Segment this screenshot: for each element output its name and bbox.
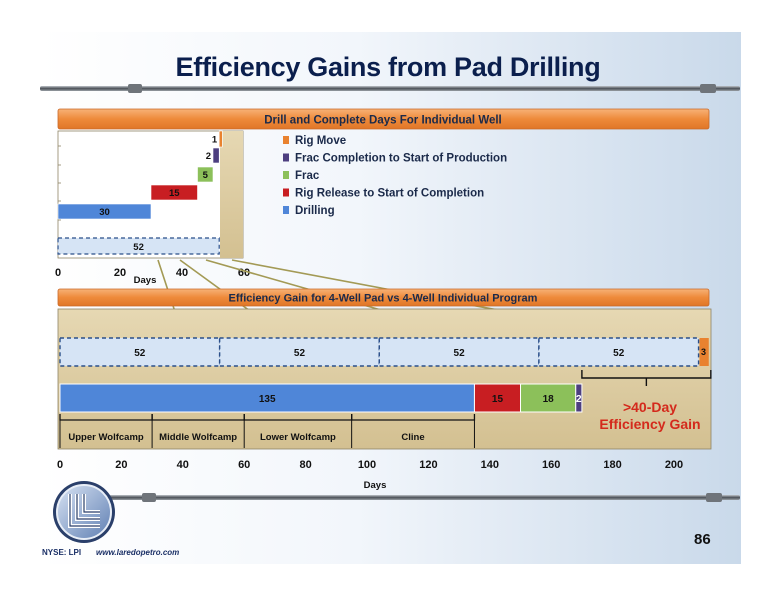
chart2-x-tick-80: 80: [299, 459, 311, 471]
legend-swatch-frac-completion-to-start-of-production: [283, 153, 289, 162]
chart2-pad-label-drilling: 135: [259, 394, 276, 405]
chart1-x-tick-20: 20: [114, 267, 126, 279]
legend-label-rig-release-to-start-of-completion: Rig Release to Start of Completion: [295, 188, 484, 200]
company-logo: [53, 481, 115, 543]
chart1-bar-drilling: [57, 203, 152, 220]
legend-swatch-rig-release-to-start-of-completion: [283, 188, 289, 197]
chart2-individual-well-4: [538, 337, 700, 367]
chart2-x-tick-0: 0: [57, 459, 63, 471]
footer-website-link[interactable]: www.laredopetro.com: [96, 548, 180, 557]
chart2-x-tick-160: 160: [542, 459, 560, 471]
chart2-pad-label-rig-release-to-start-of-completion: 15: [492, 394, 504, 405]
chart2-x-tick-100: 100: [358, 459, 376, 471]
chart2-individual-well-3: [378, 337, 540, 367]
bottom-pipe-decoration: [108, 493, 740, 502]
chart1-title-bar: [57, 108, 710, 130]
chart2-x-axis: 0 20 40 60 80 100 120 140 160 180 200: [57, 459, 683, 471]
legend-swatch-rig-move: [283, 136, 289, 144]
slide-title: Efficiency Gains from Pad Drilling: [175, 52, 601, 82]
chart1-bar-frac-completion-to-start-of-production: [212, 147, 220, 164]
chart2-individual-well-label-2: 52: [294, 348, 306, 359]
chart1-title: Drill and Complete Days For Individual W…: [264, 115, 502, 127]
chart1-bar-rig-move: [218, 130, 223, 148]
chart2-pad-label-frac-completion-to-start-of-production: 2: [576, 394, 582, 405]
chart2-individual-well-label-1: 52: [134, 348, 146, 359]
chart2-individual-program: 52 52 52 52 3: [59, 337, 709, 367]
efficiency-gain-line2: Efficiency Gain: [599, 416, 700, 432]
chart-pad-vs-individual: Efficiency Gain for 4-Well Pad vs 4-Well…: [57, 288, 712, 491]
chart2-x-tick-120: 120: [419, 459, 437, 471]
chart1-x-tick-60: 60: [238, 267, 250, 279]
top-pipe-decoration: [40, 84, 740, 93]
chart1-x-axis-label: Days: [134, 275, 157, 286]
chart1-depth-panel: [220, 131, 243, 258]
chart1-bar-label-frac-completion-to-start-of-production: 2: [206, 151, 211, 162]
chart1-total-label: 52: [133, 242, 144, 253]
chart1-bar-rig-release-to-start-of-completion: [150, 184, 198, 201]
chart2-plot-panel: [57, 308, 712, 450]
efficiency-gain-line1: >40-Day: [623, 399, 677, 415]
chart2-individual-well-1: [59, 337, 221, 367]
chart2-pad-bar-rig-release-to-start-of-completion: [473, 383, 522, 413]
page-number: 86: [694, 531, 711, 548]
chart2-title: Efficiency Gain for 4-Well Pad vs 4-Well…: [229, 293, 538, 305]
chart-individual-well: Drill and Complete Days For Individual W…: [55, 108, 710, 286]
chart2-individual-well-2: [218, 337, 380, 367]
chart1-x-tick-40: 40: [176, 267, 188, 279]
chart2-x-tick-60: 60: [238, 459, 250, 471]
chart1-x-tick-0: 0: [55, 267, 61, 279]
legend-label-frac-completion-to-start-of-production: Frac Completion to Start of Production: [295, 153, 507, 165]
chart2-title-bar: [57, 288, 710, 307]
chart2-x-tick-140: 140: [481, 459, 499, 471]
chart2-zone-brackets: Upper Wolfcamp Middle Wolfcamp Lower Wolfc…: [59, 414, 476, 448]
chart2-x-tick-20: 20: [115, 459, 127, 471]
chart1-legend: Rig Move Frac Completion to Start of Prod…: [283, 135, 507, 217]
chart1-bar-label-drilling: 30: [99, 207, 110, 218]
chart1-x-axis: 0 20 40 60: [55, 267, 250, 279]
chart1-bar-label-rig-release-to-start-of-completion: 15: [169, 188, 180, 199]
chart2-x-axis-label: Days: [364, 480, 387, 491]
chart2-individual-well-label-4: 52: [613, 348, 625, 359]
chart2-x-tick-180: 180: [603, 459, 621, 471]
chart1-bar-frac: [197, 166, 214, 183]
zone-label-upper-wolfcamp: Upper Wolfcamp: [68, 432, 144, 443]
chart2-pad-bar-frac-completion-to-start-of-production: [575, 383, 583, 413]
chart2-x-tick-40: 40: [177, 459, 189, 471]
chart1-plot-panel: [57, 130, 244, 259]
chart2-pad-program: 135 15 18 2: [59, 383, 583, 413]
legend-label-rig-move: Rig Move: [295, 135, 346, 147]
chart1-bar-label-rig-move: 1: [212, 135, 218, 146]
chart2-rig-move-bar: [699, 338, 709, 366]
zone-label-middle-wolfcamp: Middle Wolfcamp: [159, 432, 237, 443]
zone-label-lower-wolfcamp: Lower Wolfcamp: [260, 432, 336, 443]
legend-swatch-drilling: [283, 206, 289, 214]
chart2-individual-well-label-3: 52: [454, 348, 466, 359]
chart2-efficiency-annotation: >40-Day Efficiency Gain: [581, 370, 712, 432]
legend-label-drilling: Drilling: [295, 205, 335, 217]
legend-swatch-frac: [283, 171, 289, 179]
chart1-total-bar: [57, 237, 220, 255]
chart2-pad-bar-frac: [520, 383, 577, 413]
legend-label-frac: Frac: [295, 170, 320, 182]
zone-bracket-cline: [351, 414, 476, 421]
chart2-pad-label-frac: 18: [543, 394, 555, 405]
zone-label-cline: Cline: [401, 432, 424, 443]
chart2-rig-move-label: 3: [701, 347, 706, 357]
footer-ticker: NYSE: LPI: [42, 548, 82, 557]
chart2-x-tick-200: 200: [665, 459, 683, 471]
chart1-bar-label-frac: 5: [203, 170, 209, 181]
